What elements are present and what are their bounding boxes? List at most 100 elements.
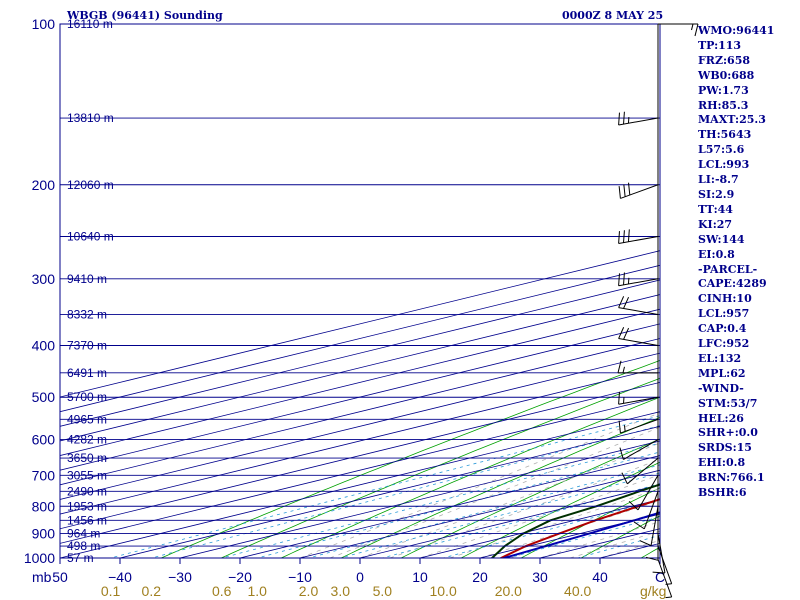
wind-barb	[652, 533, 666, 574]
wind-barb-flag	[618, 231, 620, 244]
pressure-tick-label: 300	[32, 271, 56, 287]
index-item: MPL:62	[698, 366, 746, 380]
pressure-tick-label: 1000	[24, 550, 55, 566]
wind-barb-flag	[627, 229, 630, 242]
wind-barb	[619, 439, 659, 460]
wind-barb-flag	[694, 23, 699, 37]
moist-adiabat	[329, 426, 660, 558]
index-item: -WIND-	[698, 381, 744, 395]
mixing-ratio-label: 2.0	[299, 583, 319, 599]
wind-barb-flag	[665, 596, 672, 599]
index-item: STM:53/7	[698, 396, 758, 410]
wind-barb-flag	[623, 296, 630, 309]
wind-barb-flag	[618, 327, 625, 339]
height-label: 12060 m	[67, 178, 114, 192]
isotherm	[60, 279, 660, 427]
temperature-tick-label: 30	[532, 569, 548, 585]
height-label: 1456 m	[67, 513, 107, 527]
index-item: L57:5.6	[698, 143, 745, 157]
height-label: 4282 m	[67, 433, 107, 447]
isotherm	[60, 323, 660, 471]
mixing-ratio-line	[108, 415, 660, 558]
wind-barb-shaft	[618, 338, 659, 346]
pressure-tick-label: 500	[32, 389, 56, 405]
pressure-tick-label: 200	[32, 177, 56, 193]
index-item: SI:2.9	[698, 187, 735, 201]
index-item: LCL:993	[698, 158, 750, 172]
mixing-ratio-label: 1.0	[247, 583, 267, 599]
mixing-ratio-label: 0.2	[142, 583, 162, 599]
index-item: WMO:96441	[698, 24, 775, 37]
wind-barb-flag	[618, 391, 620, 405]
wind-barb-flag	[645, 556, 659, 561]
wind-barb	[621, 457, 659, 485]
wind-barb-flag	[618, 296, 625, 308]
isotherm	[60, 381, 660, 530]
mixing-ratio-line	[149, 425, 660, 558]
mixing-ratio-label: 0.1	[101, 583, 121, 599]
wind-barb-flag	[691, 23, 694, 31]
index-item: CINH:10	[698, 292, 752, 306]
height-label: 1953 m	[67, 499, 107, 513]
wind-barb-shaft	[637, 475, 659, 511]
wind-barb	[633, 491, 659, 530]
temperature-tick-label: −10	[288, 569, 312, 585]
wind-barb-flag	[652, 571, 665, 574]
index-item: BSHR:6	[698, 486, 747, 500]
height-label: 10640 m	[67, 229, 114, 243]
index-item: SHR+:0.0	[698, 426, 758, 440]
wind-barb-flag	[623, 272, 625, 285]
height-label: 7370 m	[67, 339, 107, 353]
temperature-tick-label: C	[655, 569, 665, 585]
wind-barb-shaft	[620, 184, 659, 199]
wind-barb-flag	[639, 540, 652, 547]
wind-barb	[639, 506, 659, 547]
temperature-tick-label: 20	[472, 569, 488, 585]
height-label: 5700 m	[67, 390, 107, 404]
station-title: WBGB (96441) Sounding	[67, 9, 223, 22]
wind-barb-shaft	[643, 491, 659, 530]
wind-barb-flag	[628, 182, 631, 196]
wind-barb-shaft	[627, 457, 659, 485]
index-item: TT:44	[698, 202, 733, 216]
isotherm	[60, 396, 660, 544]
wind-barb-flag	[617, 360, 622, 373]
index-item: PW:1.73	[698, 83, 749, 97]
height-label: 13810 m	[67, 111, 114, 125]
plot-area	[60, 250, 660, 558]
mixing-ratio-unit-label: g/kg	[640, 583, 666, 599]
wind-barb-flag	[618, 273, 620, 286]
wind-barb-shaft	[650, 506, 659, 546]
wind-barb	[618, 418, 659, 434]
index-item: EI:0.8	[698, 247, 735, 261]
index-item: HEL:26	[698, 411, 744, 425]
observation-time: 0000Z 8 MAY 25	[562, 9, 664, 22]
temperature-tick-label: 10	[412, 569, 428, 585]
wind-barb	[658, 23, 699, 37]
index-item: RH:85.3	[698, 98, 749, 112]
height-label: 8332 m	[67, 308, 107, 322]
height-label: 964 m	[67, 527, 100, 541]
dry-adiabat	[460, 461, 660, 558]
wind-barb-shaft	[618, 307, 659, 316]
index-item: BRN:766.1	[698, 471, 765, 485]
mixing-ratio-label: 20.0	[495, 583, 522, 599]
wind-barb	[617, 360, 658, 374]
wind-barb-shaft	[657, 559, 673, 598]
wind-barb-flag	[619, 447, 624, 460]
dry-adiabat	[220, 377, 660, 558]
index-item: FRZ:658	[698, 53, 751, 67]
wind-barb-flag	[618, 112, 620, 126]
height-label: 498 m	[67, 539, 100, 553]
wind-barb	[657, 545, 673, 585]
index-item: SRDS:15	[698, 441, 752, 455]
index-item: MAXT:25.3	[698, 113, 766, 127]
dewpoint-line	[491, 483, 660, 558]
wind-barb-flag	[628, 500, 639, 511]
index-item: CAPE:4289	[698, 277, 767, 291]
isotherm	[60, 411, 660, 558]
dry-adiabat	[520, 487, 660, 558]
index-item: EHI:0.8	[698, 456, 746, 470]
height-label: 57 m	[67, 551, 94, 565]
index-item: WB0:688	[698, 68, 755, 82]
